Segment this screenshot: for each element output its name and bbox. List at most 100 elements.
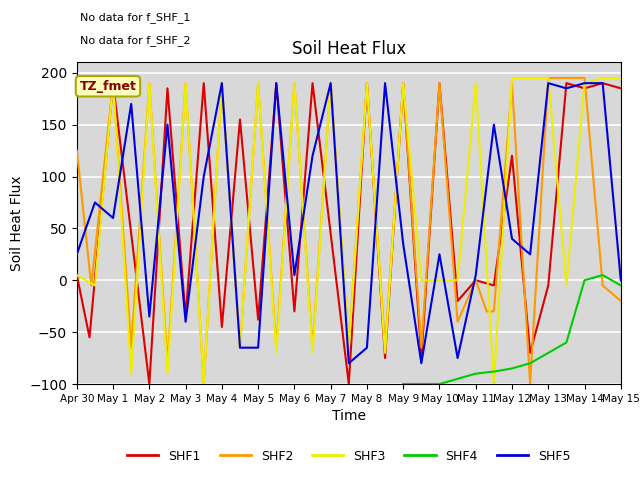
SHF4 [436,381,444,387]
SHF5 [399,241,407,247]
SHF1 [580,85,588,91]
SHF4 [417,381,425,387]
SHF5 [327,80,335,86]
SHF4 [454,376,461,382]
SHF2 [327,80,335,86]
SHF2 [472,277,479,283]
SHF2 [563,75,570,81]
SHF2 [127,345,135,350]
SHF5 [545,80,552,86]
SHF4 [599,272,607,278]
SHF3 [454,277,461,283]
Line: SHF5: SHF5 [77,83,621,363]
SHF1 [417,355,425,361]
Text: TZ_fmet: TZ_fmet [79,80,136,93]
SHF2 [254,80,262,86]
Text: No data for f_SHF_1: No data for f_SHF_1 [79,12,190,24]
SHF1 [182,314,189,320]
SHF2 [73,148,81,154]
SHF4 [580,277,588,283]
X-axis label: Time: Time [332,409,366,423]
SHF1 [381,355,389,361]
SHF1 [563,80,570,86]
SHF3 [399,80,407,86]
SHF3 [236,345,244,350]
SHF1 [291,309,298,314]
SHF5 [345,360,353,366]
SHF2 [617,298,625,304]
SHF3 [436,277,444,283]
SHF5 [381,80,389,86]
SHF2 [109,80,117,86]
SHF3 [91,283,99,288]
SHF2 [545,75,552,81]
SHF5 [73,252,81,257]
SHF1 [200,80,207,86]
SHF1 [308,80,316,86]
SHF2 [363,80,371,86]
SHF3 [273,350,280,356]
SHF2 [200,381,207,387]
SHF1 [254,317,262,323]
SHF1 [526,350,534,356]
SHF3 [127,371,135,376]
SHF2 [508,80,516,86]
SHF2 [345,345,353,350]
SHF1 [436,80,444,86]
SHF3 [580,80,588,86]
Line: SHF4: SHF4 [403,275,621,384]
SHF2 [273,345,280,350]
SHF3 [109,80,117,86]
SHF2 [417,345,425,350]
SHF4 [545,350,552,356]
SHF2 [599,283,607,288]
SHF3 [617,75,625,81]
SHF5 [508,236,516,241]
SHF4 [617,283,625,288]
SHF4 [399,381,407,387]
SHF1 [545,283,552,288]
SHF5 [417,360,425,366]
SHF5 [218,80,226,86]
SHF1 [599,80,607,86]
SHF3 [545,75,552,81]
SHF3 [381,350,389,356]
SHF1 [73,272,81,278]
SHF1 [164,85,172,91]
SHF5 [617,277,625,283]
SHF5 [200,174,207,180]
SHF5 [254,345,262,350]
SHF2 [88,283,95,288]
SHF4 [508,366,516,372]
SHF5 [599,80,607,86]
SHF3 [218,80,226,86]
SHF3 [145,80,153,86]
SHF2 [182,80,189,86]
SHF1 [399,80,407,86]
SHF3 [526,75,534,81]
SHF5 [308,153,316,159]
SHF1 [109,80,117,86]
SHF2 [436,80,444,86]
SHF2 [145,80,153,86]
SHF3 [490,381,498,387]
SHF3 [254,80,262,86]
SHF5 [454,355,461,361]
SHF5 [291,272,298,278]
SHF1 [218,324,226,330]
SHF3 [308,350,316,356]
SHF1 [363,80,371,86]
SHF1 [145,381,153,387]
SHF3 [200,381,207,387]
SHF2 [291,80,298,86]
SHF2 [236,345,244,350]
SHF5 [526,252,534,257]
SHF1 [472,277,479,283]
SHF2 [381,345,389,350]
SHF1 [345,381,353,387]
SHF5 [145,314,153,320]
SHF3 [599,75,607,81]
SHF2 [490,309,498,314]
SHF5 [472,272,479,278]
SHF2 [454,319,461,324]
